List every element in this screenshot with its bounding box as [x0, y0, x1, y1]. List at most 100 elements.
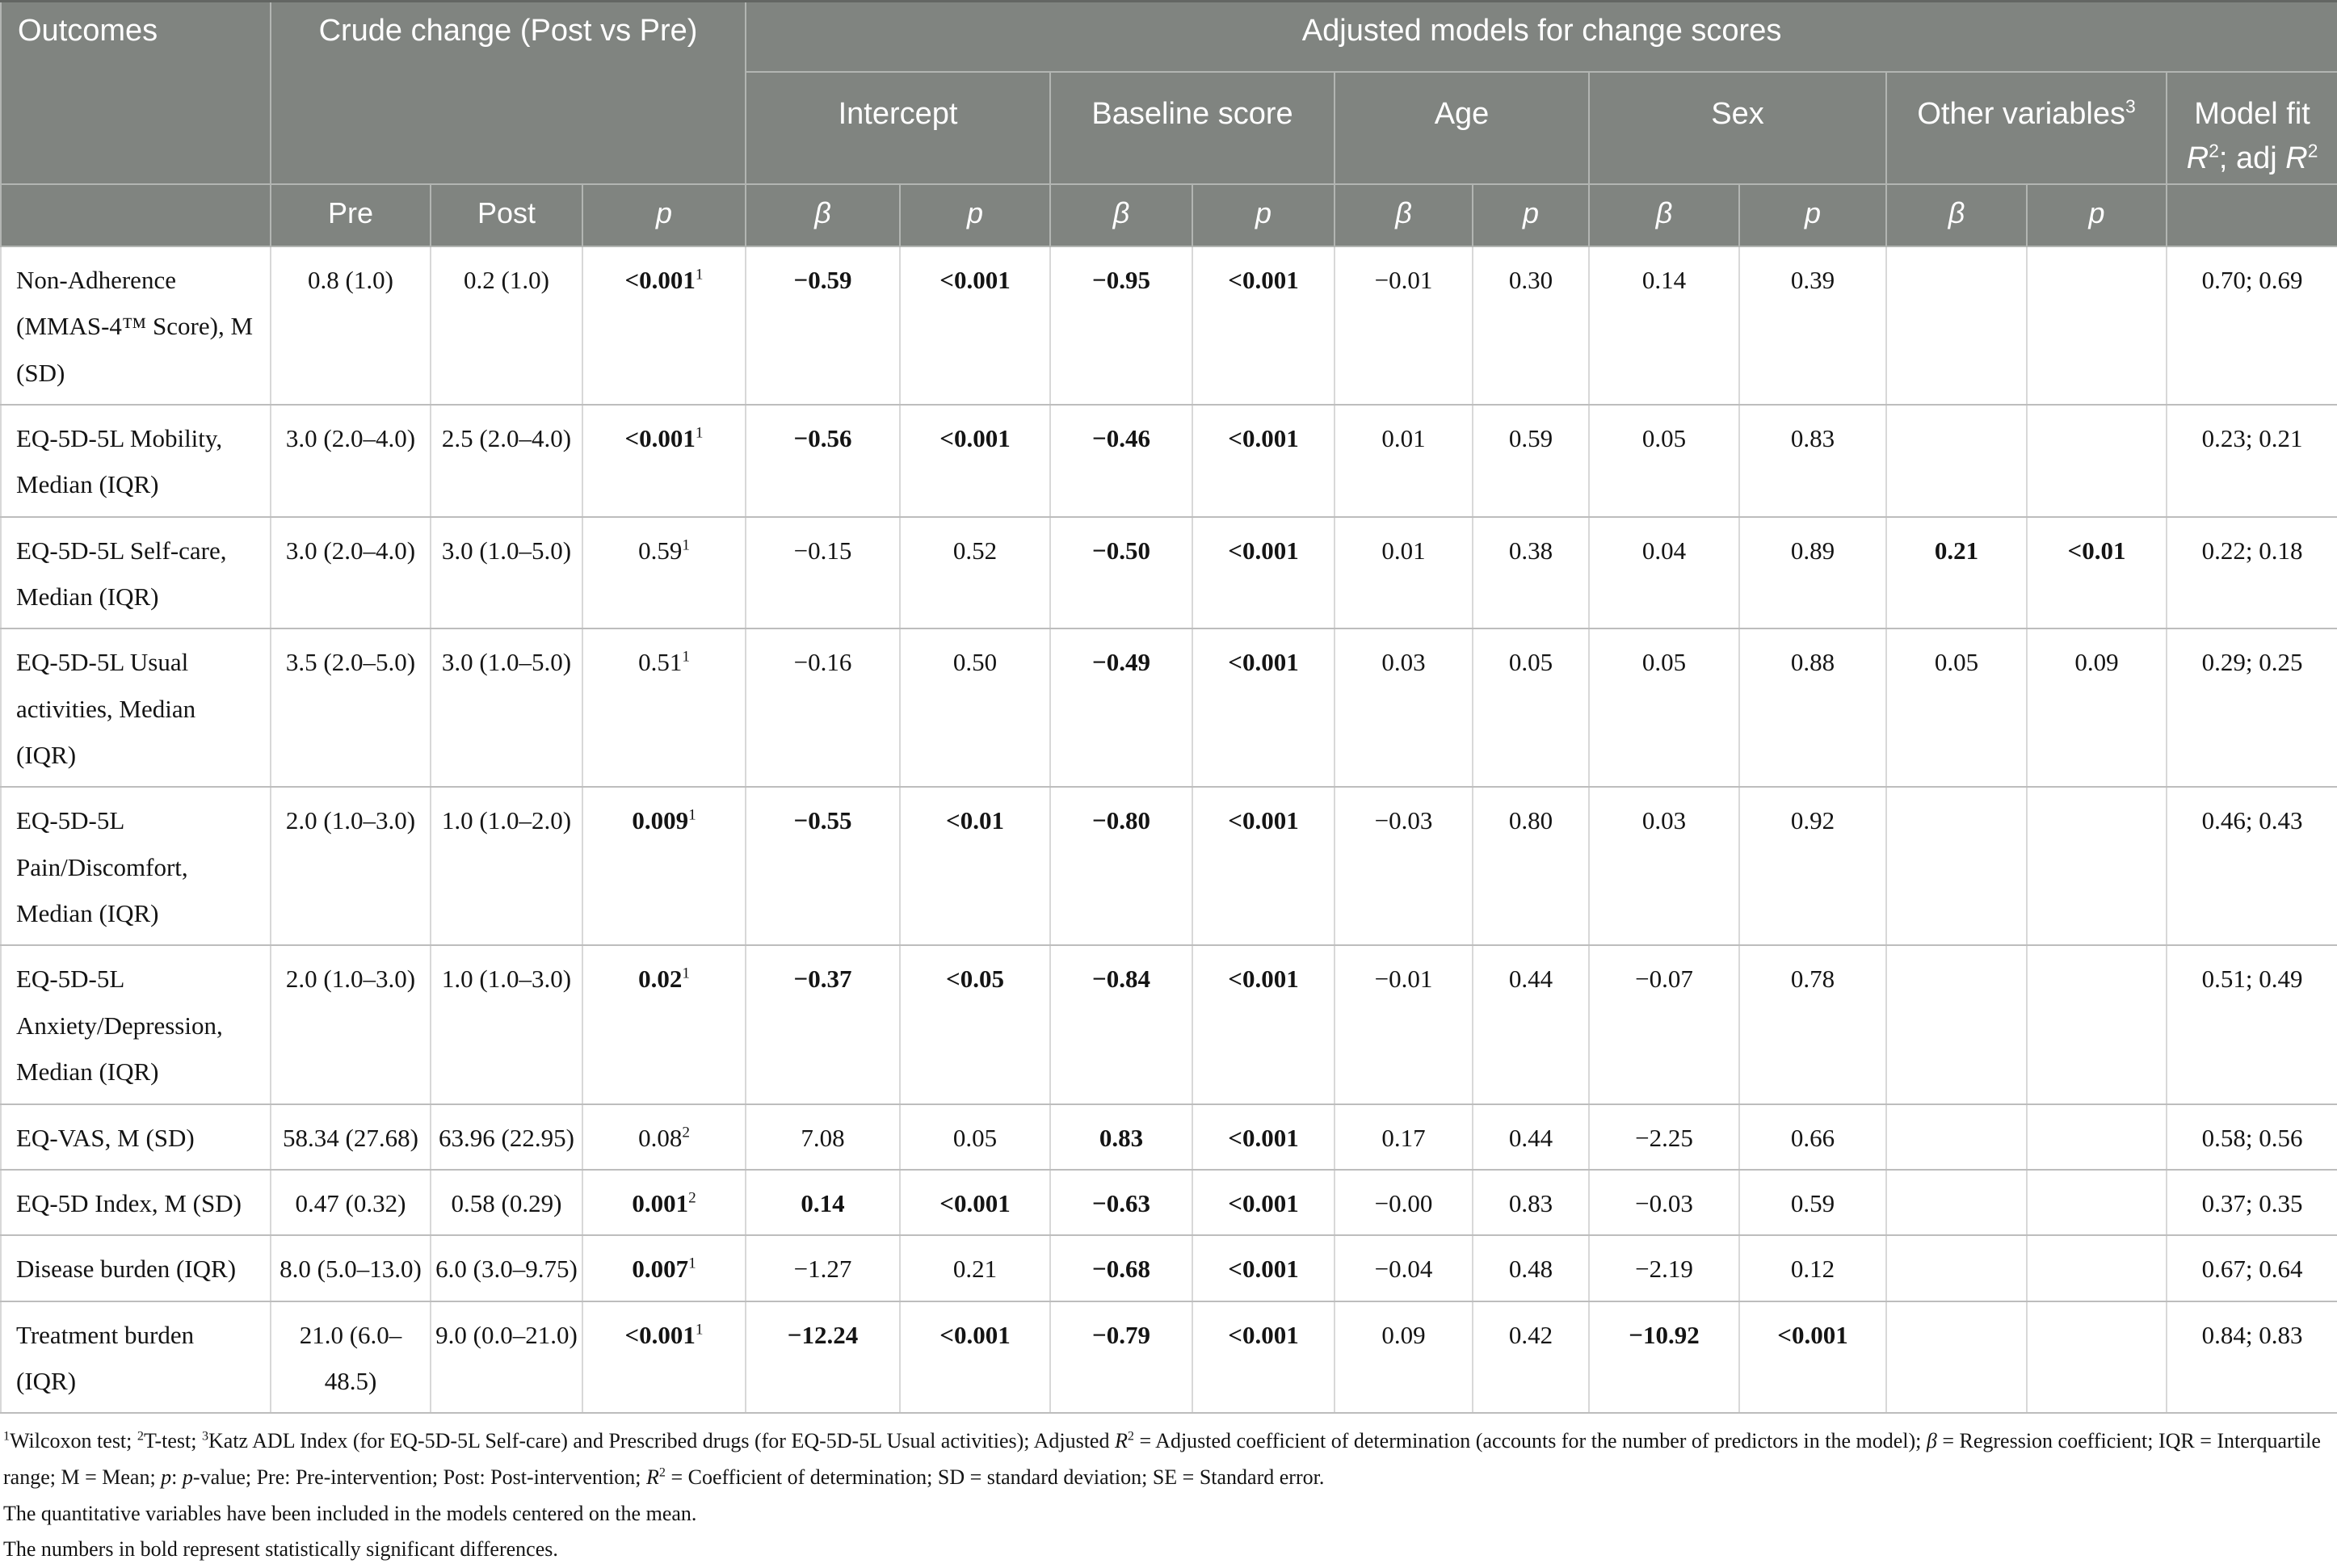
cell-post: 9.0 (0.0–21.0): [430, 1300, 583, 1415]
cell-p-age: 0.44: [1472, 1103, 1591, 1171]
cell-model-fit: 0.46; 0.43: [2166, 786, 2337, 947]
cell-model-fit: 0.23; 0.21: [2166, 404, 2337, 518]
cell-beta-age: 0.01: [1334, 404, 1474, 518]
cell-beta-sex: −0.03: [1588, 1168, 1741, 1237]
cell-beta-baseline: −0.46: [1049, 404, 1194, 518]
cell-p-sex: <0.001: [1738, 1300, 1888, 1415]
cell-p-baseline: <0.001: [1192, 1168, 1336, 1237]
cell-model-fit: 0.51; 0.49: [2166, 944, 2337, 1105]
cell-p-other: [2026, 1300, 2168, 1415]
table-row: Treatment burden (IQR) 21.0 (6.0–48.5) 9.0…: [0, 1300, 2337, 1415]
cell-p-other: [2026, 245, 2168, 406]
cell-post: 2.5 (2.0–4.0): [430, 404, 583, 518]
cell-pre: 3.0 (2.0–4.0): [270, 404, 431, 518]
cell-p-intercept: 0.21: [899, 1234, 1052, 1302]
cell-p-intercept: 0.05: [899, 1103, 1052, 1171]
row-label: EQ-5D-5L Pain/Discomfort, Median (IQR): [0, 786, 271, 947]
subheader-beta: β: [1588, 183, 1741, 247]
row-label: EQ-5D-5L Mobility, Median (IQR): [0, 404, 271, 518]
table-row: EQ-5D-5L Pain/Discomfort, Median (IQR) 2.…: [0, 786, 2337, 947]
cell-p-age: 0.59: [1472, 404, 1591, 518]
cell-beta-age: −0.01: [1334, 245, 1474, 406]
cell-p-crude: <0.0011: [581, 404, 747, 518]
cell-model-fit: 0.29; 0.25: [2166, 628, 2337, 788]
cell-beta-intercept: −0.59: [745, 245, 902, 406]
table-row: Disease burden (IQR) 8.0 (5.0–13.0) 6.0 (3…: [0, 1234, 2337, 1302]
group-header-intercept: Intercept: [745, 71, 1052, 185]
subheader-p: p: [2026, 183, 2168, 247]
cell-beta-other: [1885, 404, 2028, 518]
cell-p-intercept: <0.05: [899, 944, 1052, 1105]
cell-p-sex: 0.89: [1738, 515, 1888, 630]
subheader-beta: β: [1049, 183, 1194, 247]
table-row: EQ-5D-5L Self-care, Median (IQR) 3.0 (2.0…: [0, 515, 2337, 630]
cell-beta-other: 0.21: [1885, 515, 2028, 630]
subheader-beta: β: [1885, 183, 2028, 247]
cell-p-crude: <0.0011: [581, 245, 747, 406]
cell-post: 0.58 (0.29): [430, 1168, 583, 1237]
cell-beta-intercept: −1.27: [745, 1234, 902, 1302]
cell-beta-other: 0.05: [1885, 628, 2028, 788]
cell-p-baseline: <0.001: [1192, 1234, 1336, 1302]
table-row: EQ-5D Index, M (SD) 0.47 (0.32) 0.58 (0.29…: [0, 1168, 2337, 1237]
cell-beta-baseline: −0.79: [1049, 1300, 1194, 1415]
subheader-p: p: [1738, 183, 1888, 247]
cell-beta-intercept: −12.24: [745, 1300, 902, 1415]
cell-pre: 58.34 (27.68): [270, 1103, 431, 1171]
cell-beta-age: 0.01: [1334, 515, 1474, 630]
cell-post: 3.0 (1.0–5.0): [430, 515, 583, 630]
cell-p-intercept: <0.001: [899, 404, 1052, 518]
group-header-sex: Sex: [1588, 71, 1888, 185]
cell-p-sex: 0.92: [1738, 786, 1888, 947]
cell-post: 63.96 (22.95): [430, 1103, 583, 1171]
row-label: EQ-5D-5L Usual activities, Median (IQR): [0, 628, 271, 788]
cell-p-sex: 0.83: [1738, 404, 1888, 518]
subheader-p: p: [1472, 183, 1591, 247]
footnote-3: The numbers in bold represent statistica…: [3, 1537, 558, 1562]
cell-post: 1.0 (1.0–2.0): [430, 786, 583, 947]
cell-beta-baseline: −0.84: [1049, 944, 1194, 1105]
cell-p-age: 0.44: [1472, 944, 1591, 1105]
cell-p-other: [2026, 1103, 2168, 1171]
cell-p-baseline: <0.001: [1192, 944, 1336, 1105]
group-header-age: Age: [1334, 71, 1591, 185]
header-adjusted-models: Adjusted models for change scores: [745, 0, 2337, 73]
cell-p-intercept: 0.52: [899, 515, 1052, 630]
cell-beta-age: 0.03: [1334, 628, 1474, 788]
cell-model-fit: 0.58; 0.56: [2166, 1103, 2337, 1171]
cell-p-crude: 0.0091: [581, 786, 747, 947]
row-label: EQ-5D-5L Self-care, Median (IQR): [0, 515, 271, 630]
cell-beta-sex: 0.14: [1588, 245, 1741, 406]
cell-model-fit: 0.67; 0.64: [2166, 1234, 2337, 1302]
subheader-beta: β: [1334, 183, 1474, 247]
cell-pre: 2.0 (1.0–3.0): [270, 944, 431, 1105]
table-row: Non-Adherence (MMAS-4™ Score), M (SD) 0.8…: [0, 245, 2337, 406]
group-header-other-variables-3: Other variables3: [1885, 71, 2168, 185]
cell-p-crude: 0.511: [581, 628, 747, 788]
cell-p-crude: 0.591: [581, 515, 747, 630]
cell-p-crude: 0.0012: [581, 1168, 747, 1237]
cell-beta-age: 0.09: [1334, 1300, 1474, 1415]
subheader-spacer-right: [2166, 183, 2337, 247]
cell-beta-baseline: −0.95: [1049, 245, 1194, 406]
table-row: EQ-VAS, M (SD) 58.34 (27.68) 63.96 (22.95)…: [0, 1103, 2337, 1171]
cell-beta-baseline: −0.80: [1049, 786, 1194, 947]
subheader-p: p: [899, 183, 1052, 247]
header-row-sub: Pre Post p β p β p β p β p β p: [0, 183, 2337, 247]
cell-beta-age: −0.01: [1334, 944, 1474, 1105]
cell-post: 0.2 (1.0): [430, 245, 583, 406]
subheader-pre: Pre: [270, 183, 431, 247]
cell-model-fit: 0.70; 0.69: [2166, 245, 2337, 406]
cell-beta-other: [1885, 1103, 2028, 1171]
table-row: EQ-5D-5L Anxiety/Depression, Median (IQR…: [0, 944, 2337, 1105]
cell-p-intercept: <0.001: [899, 245, 1052, 406]
cell-beta-intercept: 0.14: [745, 1168, 902, 1237]
cell-beta-intercept: −0.37: [745, 944, 902, 1105]
cell-model-fit: 0.84; 0.83: [2166, 1300, 2337, 1415]
cell-beta-baseline: −0.50: [1049, 515, 1194, 630]
cell-beta-baseline: −0.63: [1049, 1168, 1194, 1237]
cell-p-baseline: <0.001: [1192, 1103, 1336, 1171]
footnote-2: The quantitative variables have been inc…: [3, 1501, 697, 1525]
cell-p-age: 0.48: [1472, 1234, 1591, 1302]
cell-beta-baseline: 0.83: [1049, 1103, 1194, 1171]
